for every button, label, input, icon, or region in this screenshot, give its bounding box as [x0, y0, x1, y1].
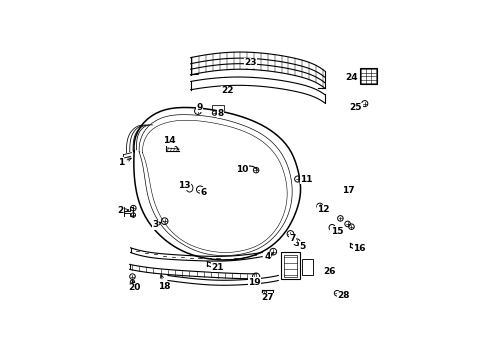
- FancyBboxPatch shape: [212, 105, 224, 110]
- Text: 28: 28: [338, 291, 350, 300]
- Text: 14: 14: [163, 136, 175, 145]
- Text: 9: 9: [196, 103, 203, 112]
- Text: 21: 21: [211, 263, 223, 272]
- Text: 5: 5: [298, 242, 306, 251]
- Text: 10: 10: [236, 165, 248, 174]
- Text: 20: 20: [128, 281, 140, 292]
- Text: 4: 4: [265, 252, 274, 261]
- Text: 15: 15: [331, 227, 343, 236]
- Text: 24: 24: [345, 72, 358, 81]
- Ellipse shape: [186, 184, 193, 192]
- Text: 1: 1: [118, 158, 131, 167]
- Text: 16: 16: [353, 244, 366, 253]
- Bar: [360, 68, 377, 84]
- Bar: [281, 252, 300, 279]
- Text: 8: 8: [218, 109, 224, 118]
- Text: 17: 17: [343, 186, 355, 195]
- Text: 25: 25: [350, 103, 362, 112]
- Text: 12: 12: [318, 205, 330, 214]
- Text: 13: 13: [178, 181, 190, 190]
- Text: 11: 11: [300, 175, 313, 184]
- Bar: [343, 189, 351, 195]
- Text: 26: 26: [323, 266, 336, 275]
- Text: 19: 19: [248, 278, 261, 287]
- Text: 6: 6: [201, 188, 207, 197]
- Text: 18: 18: [158, 275, 170, 291]
- Text: 23: 23: [245, 58, 257, 67]
- Text: 22: 22: [221, 86, 234, 95]
- Text: 2: 2: [118, 206, 129, 215]
- Text: 27: 27: [261, 293, 273, 302]
- Bar: [284, 255, 297, 276]
- Text: 3: 3: [152, 220, 162, 229]
- Text: 7: 7: [289, 234, 295, 243]
- Bar: [301, 259, 313, 275]
